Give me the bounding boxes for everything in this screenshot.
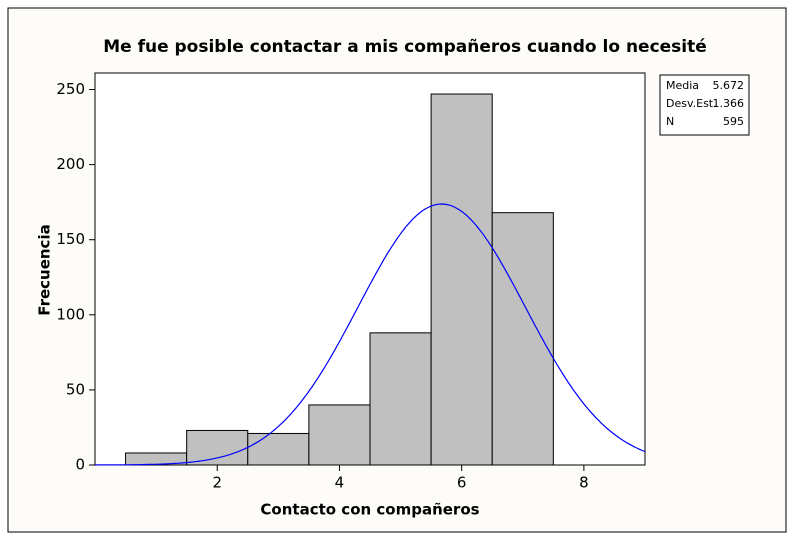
y-tick-label: 250 <box>56 80 85 98</box>
bar <box>308 404 371 466</box>
chart-title: Me fue posible contactar a mis compañero… <box>103 37 707 57</box>
y-tick-label: 100 <box>56 305 85 323</box>
stat-value: 5.672 <box>713 79 745 92</box>
y-tick-label: 0 <box>75 456 85 474</box>
bar <box>369 332 432 466</box>
x-tick-label: 2 <box>212 474 222 492</box>
stat-label: Media <box>666 79 699 92</box>
bar <box>491 212 554 466</box>
bar <box>247 432 310 466</box>
stat-value: 1.366 <box>713 97 745 110</box>
y-axis-label: Frecuencia <box>36 224 54 315</box>
y-tick-label: 50 <box>66 380 85 398</box>
bar <box>186 429 249 466</box>
x-axis-label: Contacto con compañeros <box>260 501 479 519</box>
y-tick-label: 150 <box>56 230 85 248</box>
stats-box <box>659 74 750 136</box>
normal-curve <box>94 203 646 466</box>
x-tick-label: 8 <box>579 474 589 492</box>
x-tick-label: 6 <box>457 474 467 492</box>
stat-label: Desv.Est. <box>666 97 717 110</box>
y-tick-label: 200 <box>56 155 85 173</box>
stat-value: 595 <box>723 115 744 128</box>
x-tick-label: 4 <box>335 474 345 492</box>
stat-label: N <box>666 115 674 128</box>
bar <box>430 93 493 466</box>
